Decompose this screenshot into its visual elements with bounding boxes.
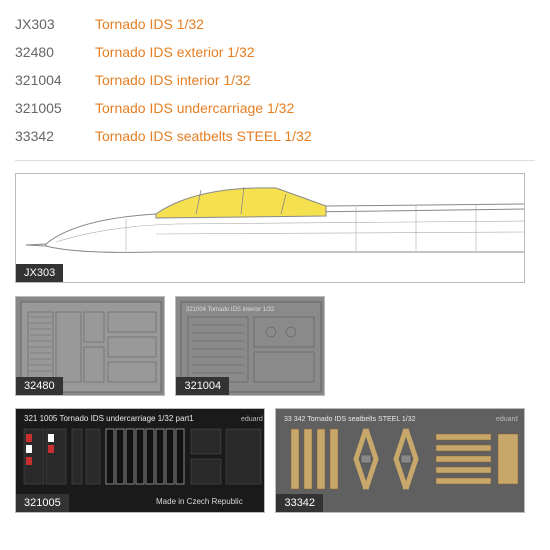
svg-text:Made in Czech Republic: Made in Czech Republic [156,497,243,506]
thumb-32480[interactable]: 32480 [15,296,165,396]
svg-text:321004 Tornado IDS interior: 321004 Tornado IDS interior 1/32 [186,307,275,313]
pe-title: 321 1005 Tornado IDS undercarriage 1/32 … [24,414,194,423]
product-row: 33342 Tornado IDS seatbelts STEEL 1/32 [15,122,535,150]
image-row-2: 32480 321004 Tornado IDS interior 1/32 3… [15,296,535,400]
product-row: JX303 Tornado IDS 1/32 [15,10,535,38]
image-row-1: JX303 [15,173,535,288]
image-row-3: 321 1005 Tornado IDS undercarriage 1/32 … [15,408,535,517]
product-code: 321004 [15,72,95,88]
thumb-label: 32480 [16,377,63,395]
svg-text:eduard: eduard [496,416,518,423]
product-link[interactable]: Tornado IDS 1/32 [95,16,204,32]
thumb-33342[interactable]: 33 342 Tornado IDS seatbelts STEEL 1/32 … [275,408,525,513]
product-code: 321005 [15,100,95,116]
svg-text:33 342 Tornado IDS seatbelts: 33 342 Tornado IDS seatbelts STEEL 1/32 [284,416,416,423]
product-row: 321004 Tornado IDS interior 1/32 [15,66,535,94]
product-code: 32480 [15,44,95,60]
thumb-321005[interactable]: 321 1005 Tornado IDS undercarriage 1/32 … [15,408,265,513]
product-row: 321005 Tornado IDS undercarriage 1/32 [15,94,535,122]
divider [15,160,535,161]
thumb-label: 33342 [276,494,323,512]
product-code: 33342 [15,128,95,144]
svg-text:eduard: eduard [241,416,263,423]
product-link[interactable]: Tornado IDS interior 1/32 [95,72,251,88]
aircraft-thumb[interactable]: JX303 [15,173,525,283]
product-link[interactable]: Tornado IDS seatbelts STEEL 1/32 [95,128,312,144]
thumb-label: 321004 [176,377,229,395]
thumb-label: 321005 [16,494,69,512]
thumb-321004[interactable]: 321004 Tornado IDS interior 1/32 321004 [175,296,325,396]
thumb-label: JX303 [16,264,63,282]
product-link[interactable]: Tornado IDS exterior 1/32 [95,44,255,60]
aircraft-drawing [16,174,525,283]
product-link[interactable]: Tornado IDS undercarriage 1/32 [95,100,294,116]
product-code: JX303 [15,16,95,32]
product-row: 32480 Tornado IDS exterior 1/32 [15,38,535,66]
product-list: JX303 Tornado IDS 1/32 32480 Tornado IDS… [15,10,535,150]
